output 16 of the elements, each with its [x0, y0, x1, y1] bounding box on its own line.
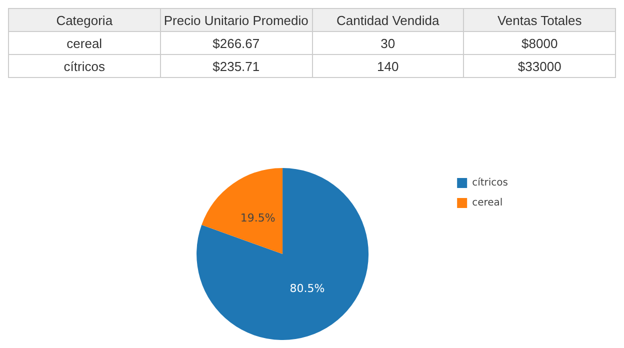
data-label: 80.5%: [290, 282, 325, 296]
text: $8000: [464, 32, 616, 54]
text: Ventas Totales: [464, 8, 616, 32]
data-label: 19.5%: [240, 212, 276, 225]
text: $235.71: [160, 54, 312, 78]
text: cítricos: [8, 54, 160, 78]
legend-label: cereal: [472, 198, 503, 209]
text: $266.67: [160, 32, 312, 54]
text: Cantidad Vendida: [312, 8, 464, 32]
text: 30: [312, 32, 464, 54]
text: Precio Unitario Promedio: [160, 8, 312, 32]
text: 140: [312, 54, 464, 78]
legend-label: cítricos: [472, 178, 508, 189]
text: $33000: [464, 54, 616, 78]
text: cereal: [8, 32, 160, 54]
text: Categoria: [8, 8, 160, 32]
